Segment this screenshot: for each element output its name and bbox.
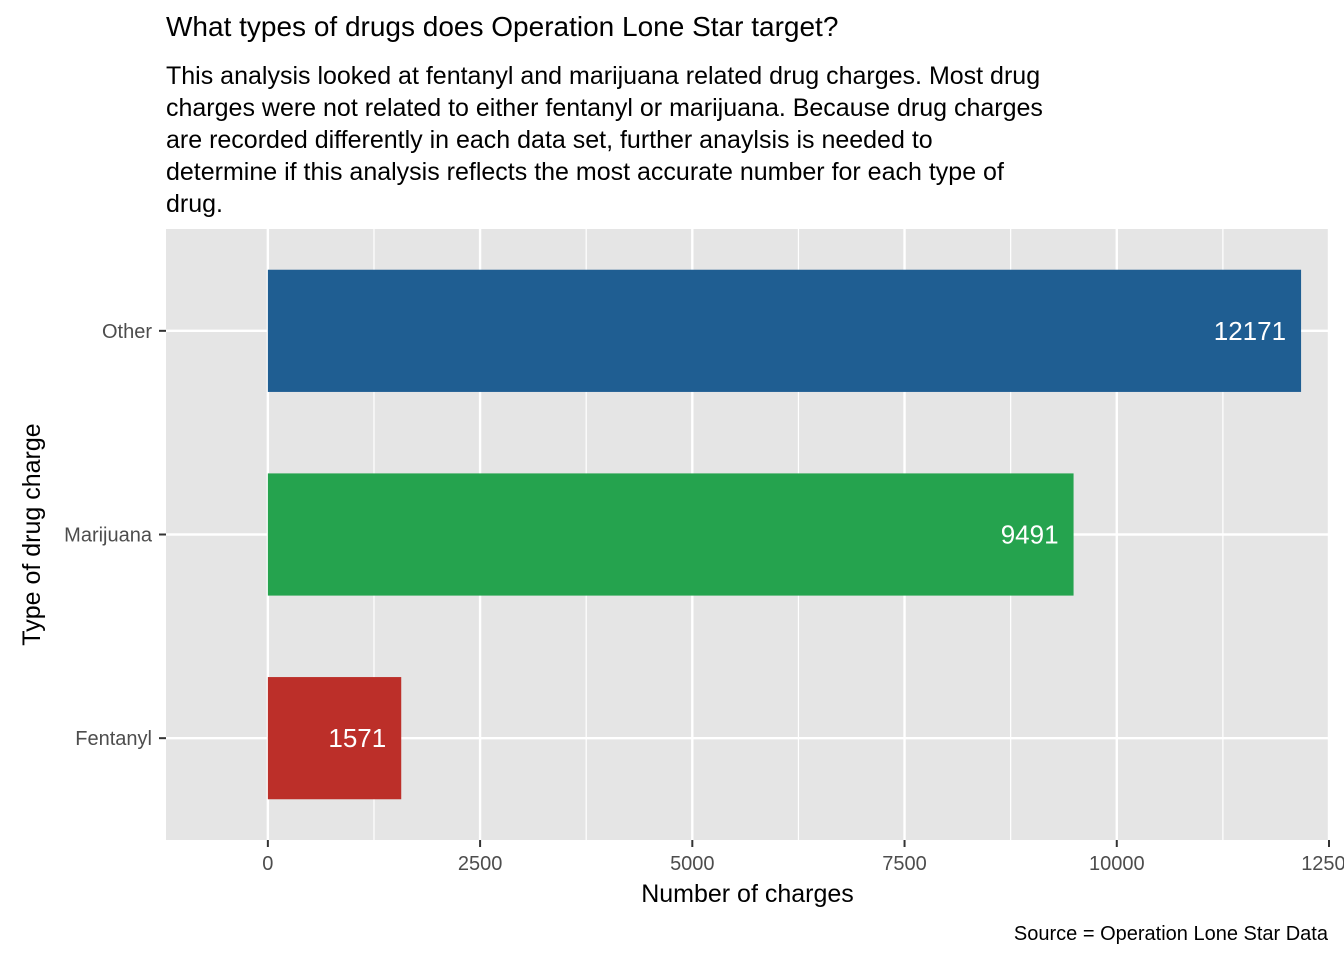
y-tick-label: Other — [102, 321, 152, 343]
chart-title: What types of drugs does Operation Lone … — [166, 11, 839, 42]
bar-value-label: 1571 — [328, 723, 386, 753]
x-tick-label: 0 — [262, 853, 273, 875]
bar-other — [267, 269, 1302, 392]
bar-marijuana — [267, 473, 1074, 596]
y-tick-label: Fentanyl — [75, 728, 152, 750]
subtitle-line: are recorded differently in each data se… — [166, 126, 933, 154]
bar-value-label: 9491 — [1001, 520, 1059, 550]
x-tick-label: 12500 — [1301, 853, 1344, 875]
y-axis-title: Type of drug charge — [18, 423, 46, 645]
subtitle-line: drug. — [166, 190, 223, 218]
subtitle-line: charges were not related to either fenta… — [166, 94, 1043, 122]
x-axis-title: Number of charges — [641, 880, 854, 908]
subtitle-line: This analysis looked at fentanyl and mar… — [166, 62, 1041, 90]
x-tick-label: 5000 — [670, 853, 715, 875]
subtitle-line: determine if this analysis reflects the … — [166, 158, 1004, 186]
x-tick-label: 7500 — [882, 853, 927, 875]
x-tick-label: 2500 — [458, 853, 503, 875]
chart-subtitle: This analysis looked at fentanyl and mar… — [166, 60, 1266, 220]
bar-value-label: 12171 — [1214, 316, 1286, 346]
bar-fentanyl — [267, 677, 402, 800]
source-caption: Source = Operation Lone Star Data — [1013, 923, 1328, 945]
x-tick-label: 10000 — [1089, 853, 1145, 875]
y-tick-label: Marijuana — [64, 525, 153, 547]
